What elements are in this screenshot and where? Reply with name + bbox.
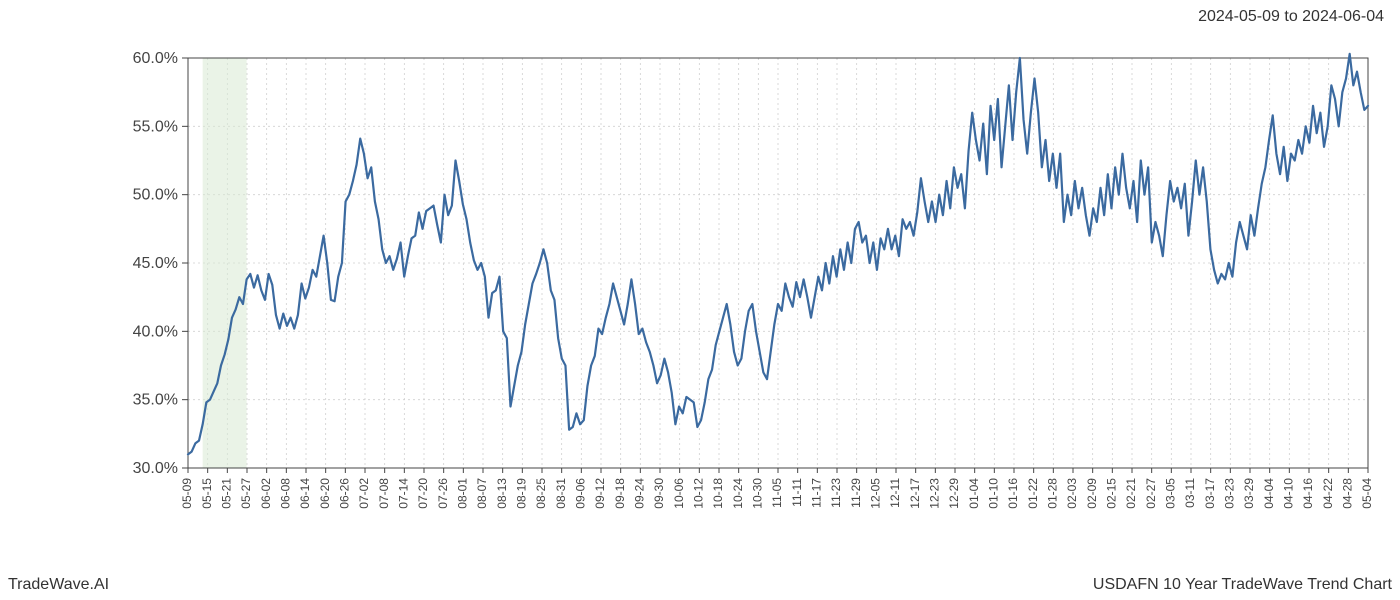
svg-text:11-29: 11-29 [849,478,863,508]
svg-text:12-23: 12-23 [928,478,942,509]
chart-title: USDAFN 10 Year TradeWave Trend Chart [1093,576,1392,594]
svg-text:09-24: 09-24 [633,478,647,509]
svg-text:11-17: 11-17 [810,478,824,508]
svg-text:11-23: 11-23 [829,478,843,508]
svg-text:09-30: 09-30 [652,478,666,509]
svg-text:05-15: 05-15 [200,478,214,509]
svg-text:03-11: 03-11 [1183,478,1197,508]
svg-text:04-16: 04-16 [1301,478,1315,509]
svg-text:60.0%: 60.0% [133,50,178,67]
svg-text:07-26: 07-26 [436,478,450,509]
svg-text:10-18: 10-18 [711,478,725,509]
svg-text:30.0%: 30.0% [133,460,178,477]
svg-text:03-17: 03-17 [1203,478,1217,509]
svg-text:01-28: 01-28 [1046,478,1060,509]
svg-text:04-28: 04-28 [1341,478,1355,509]
svg-text:01-10: 01-10 [987,478,1001,509]
svg-text:08-13: 08-13 [495,478,509,509]
chart-container: 30.0% 35.0% 40.0% 45.0% 50.0% 55.0% 60.0% 05-09… [0,40,1400,550]
svg-text:09-12: 09-12 [593,478,607,509]
svg-text:08-19: 08-19 [515,478,529,509]
svg-text:10-06: 10-06 [672,478,686,509]
date-range-label: 2024-05-09 to 2024-06-04 [1198,8,1384,26]
svg-text:04-22: 04-22 [1321,478,1335,509]
svg-text:03-29: 03-29 [1242,478,1256,509]
svg-text:50.0%: 50.0% [133,187,178,204]
svg-text:04-10: 04-10 [1282,478,1296,509]
svg-text:06-14: 06-14 [298,478,312,509]
svg-text:12-05: 12-05 [869,478,883,509]
svg-text:03-23: 03-23 [1223,478,1237,509]
svg-text:01-16: 01-16 [1006,478,1020,509]
svg-text:06-02: 06-02 [259,478,273,509]
svg-text:08-31: 08-31 [554,478,568,509]
svg-text:35.0%: 35.0% [133,392,178,409]
svg-text:06-26: 06-26 [338,478,352,509]
svg-text:08-25: 08-25 [534,478,548,509]
svg-text:02-27: 02-27 [1144,478,1158,509]
svg-text:10-24: 10-24 [731,478,745,509]
svg-text:05-09: 05-09 [180,478,194,509]
svg-text:05-27: 05-27 [239,478,253,509]
svg-text:10-12: 10-12 [692,478,706,509]
svg-text:08-01: 08-01 [456,478,470,509]
svg-text:45.0%: 45.0% [133,255,178,272]
svg-text:02-03: 02-03 [1065,478,1079,509]
svg-text:10-30: 10-30 [751,478,765,509]
svg-text:04-04: 04-04 [1262,478,1276,509]
svg-text:08-07: 08-07 [475,478,489,509]
svg-text:11-11: 11-11 [790,478,804,507]
svg-text:12-11: 12-11 [888,478,902,508]
svg-text:07-14: 07-14 [397,478,411,509]
svg-text:07-02: 07-02 [357,478,371,509]
svg-text:12-29: 12-29 [947,478,961,509]
svg-text:11-05: 11-05 [770,478,784,508]
brand-label: TradeWave.AI [8,576,109,594]
svg-text:40.0%: 40.0% [133,323,178,340]
svg-text:01-22: 01-22 [1026,478,1040,509]
svg-text:02-15: 02-15 [1105,478,1119,509]
svg-text:03-05: 03-05 [1164,478,1178,509]
svg-text:09-18: 09-18 [613,478,627,509]
svg-text:01-04: 01-04 [967,478,981,509]
svg-text:07-20: 07-20 [416,478,430,509]
svg-text:06-20: 06-20 [318,478,332,509]
svg-text:09-06: 09-06 [574,478,588,509]
svg-text:07-08: 07-08 [377,478,391,509]
trend-chart: 30.0% 35.0% 40.0% 45.0% 50.0% 55.0% 60.0% 05-09… [0,40,1400,550]
svg-text:02-21: 02-21 [1124,478,1138,509]
svg-text:02-09: 02-09 [1085,478,1099,509]
svg-text:06-08: 06-08 [279,478,293,509]
svg-text:55.0%: 55.0% [133,118,178,135]
svg-text:05-21: 05-21 [220,478,234,509]
svg-text:05-04: 05-04 [1360,478,1374,509]
svg-text:12-17: 12-17 [908,478,922,509]
